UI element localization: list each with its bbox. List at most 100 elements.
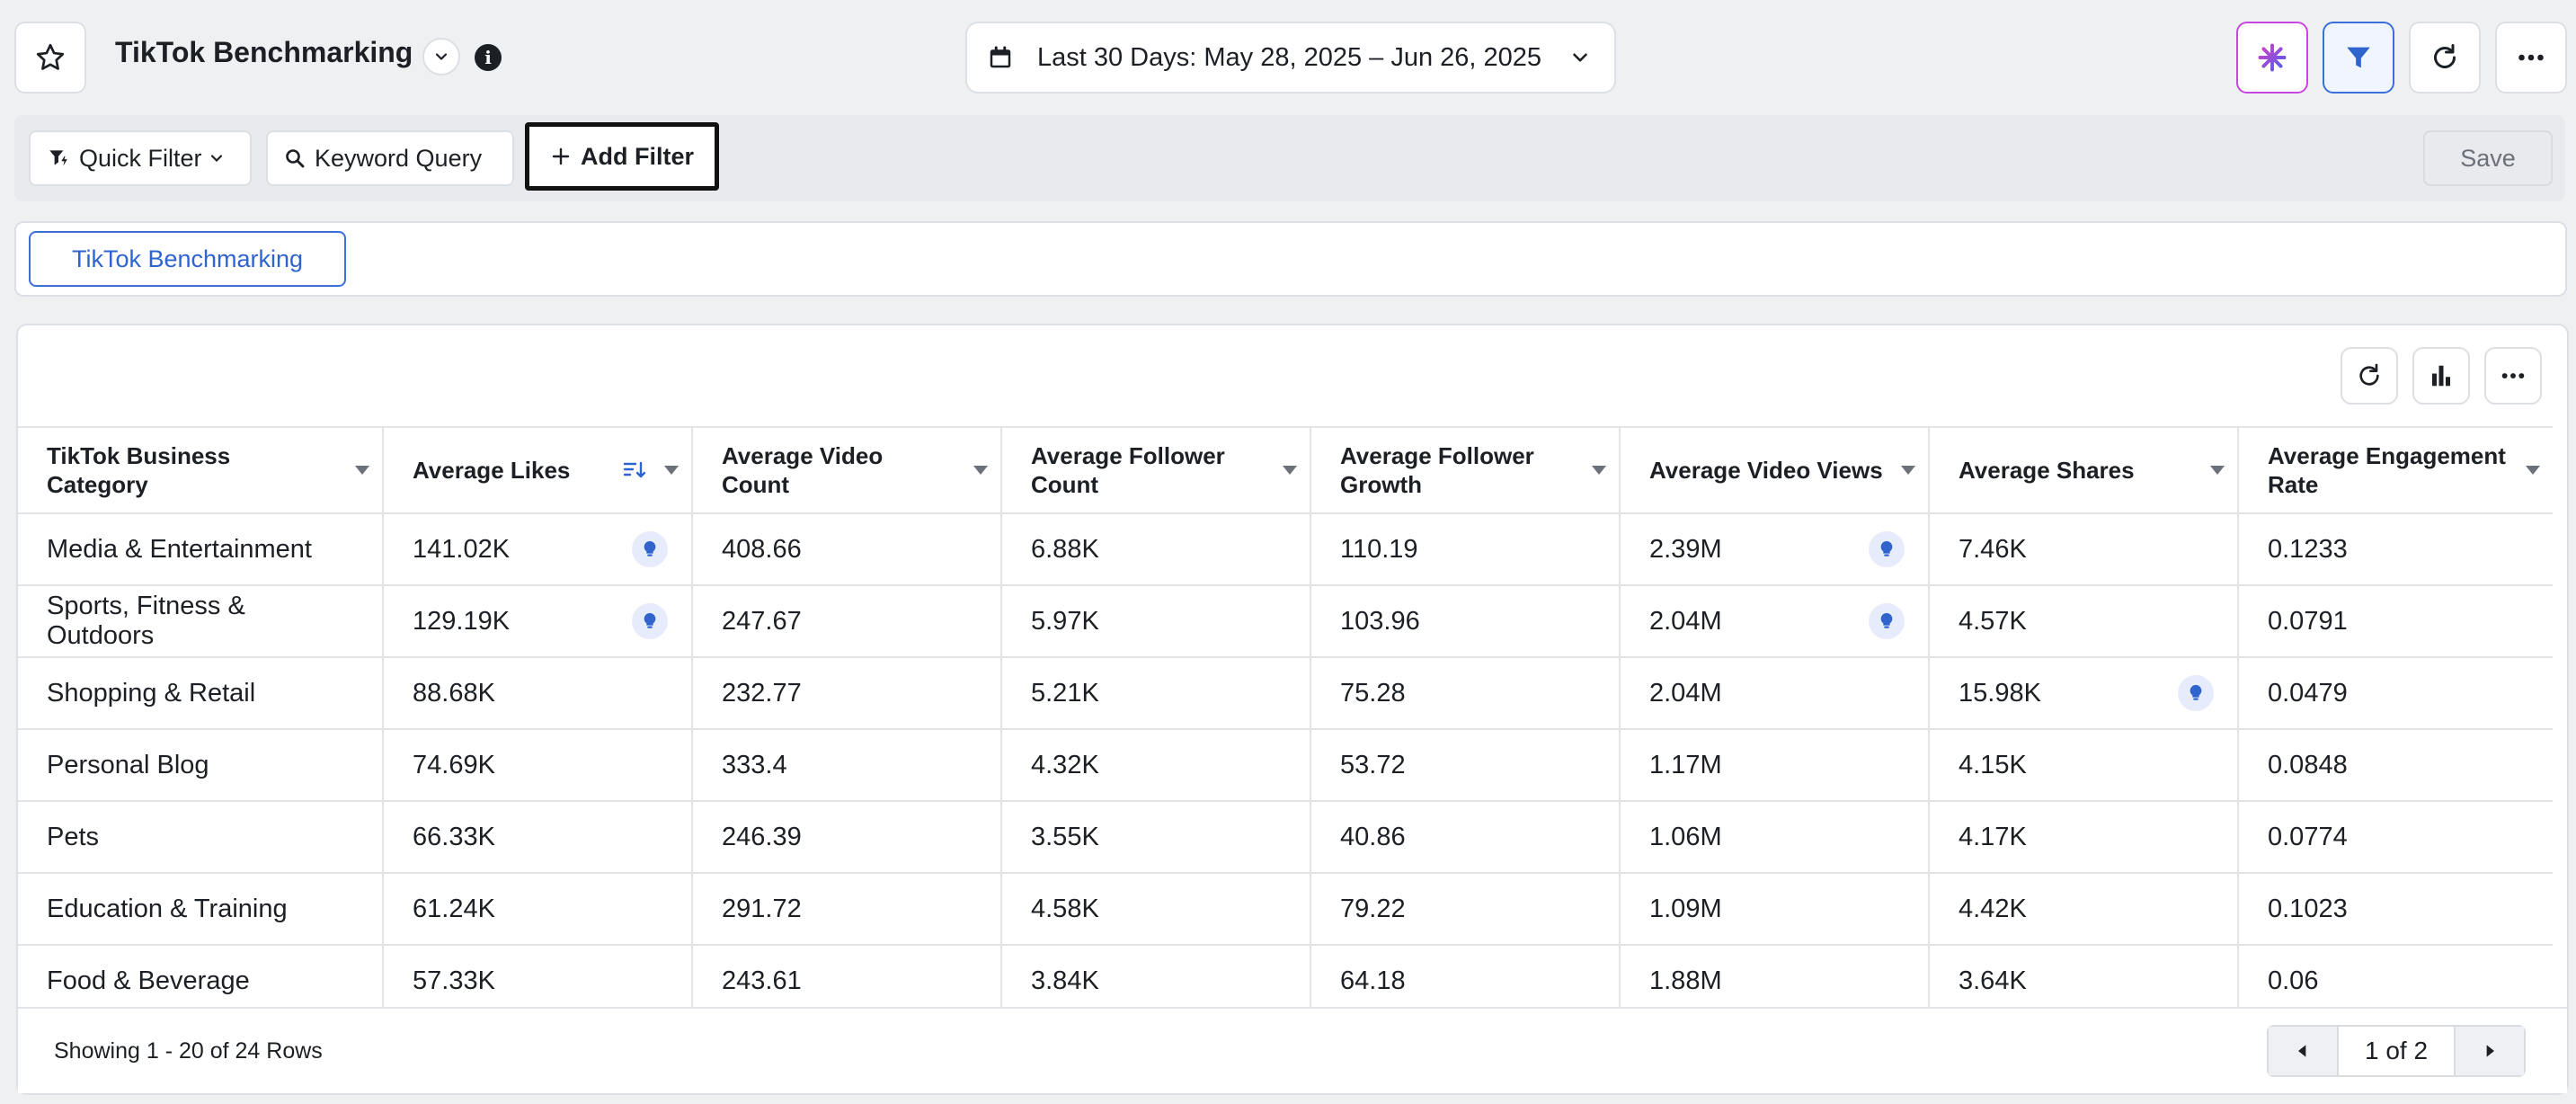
metric-cell[interactable]: 246.39	[691, 801, 1001, 874]
column-menu-icon[interactable]	[2526, 466, 2540, 475]
table-row[interactable]: Pets 66.33K 246.39 3.55K 40.86 1.06M 4.17K 0.07…	[18, 801, 2553, 874]
metric-cell[interactable]: 291.72	[691, 873, 1001, 946]
metric-cell[interactable]: 141.02K	[382, 513, 692, 586]
column-menu-icon[interactable]	[973, 466, 988, 475]
info-icon[interactable]: i	[475, 44, 502, 71]
ai-assistant-button[interactable]	[2236, 22, 2308, 93]
metric-cell[interactable]: 0.1233	[2237, 513, 2553, 586]
category-cell[interactable]: Sports, Fitness & Outdoors	[18, 585, 383, 658]
metric-cell[interactable]: 5.21K	[1000, 657, 1310, 730]
next-page-button[interactable]	[2456, 1027, 2524, 1075]
metric-cell[interactable]: 3.55K	[1000, 801, 1310, 874]
metric-cell[interactable]: 74.69K	[382, 729, 692, 802]
metric-cell[interactable]: 0.0774	[2237, 801, 2553, 874]
sort-icon[interactable]	[623, 459, 646, 481]
tab-tiktok-benchmarking[interactable]: TikTok Benchmarking	[29, 231, 346, 287]
more-options-button[interactable]	[2495, 22, 2567, 93]
category-cell[interactable]: Shopping & Retail	[18, 657, 383, 730]
metric-cell[interactable]: 15.98K	[1928, 657, 2238, 730]
column-header-average-video-count[interactable]: Average Video Count	[691, 426, 1001, 514]
metric-cell[interactable]: 232.77	[691, 657, 1001, 730]
metric-cell[interactable]: 57.33K	[382, 945, 692, 1018]
lightbulb-icon[interactable]	[632, 531, 668, 567]
column-menu-icon[interactable]	[355, 466, 369, 475]
metric-cell[interactable]: 103.96	[1310, 585, 1620, 658]
metric-cell[interactable]: 3.84K	[1000, 945, 1310, 1018]
column-menu-icon[interactable]	[2210, 466, 2225, 475]
title-dropdown-button[interactable]	[422, 38, 460, 76]
category-cell[interactable]: Pets	[18, 801, 383, 874]
metric-cell[interactable]: 1.09M	[1619, 873, 1929, 946]
metric-cell[interactable]: 4.17K	[1928, 801, 2238, 874]
metric-cell[interactable]: 4.42K	[1928, 873, 2238, 946]
metric-cell[interactable]: 1.17M	[1619, 729, 1929, 802]
metric-cell[interactable]: 4.32K	[1000, 729, 1310, 802]
table-row[interactable]: Sports, Fitness & Outdoors 129.19K 247.67 5…	[18, 585, 2553, 658]
metric-cell[interactable]: 333.4	[691, 729, 1001, 802]
metric-cell[interactable]: 0.0479	[2237, 657, 2553, 730]
column-header-average-engagement-rate[interactable]: Average Engagement Rate	[2237, 426, 2553, 514]
metric-cell[interactable]: 66.33K	[382, 801, 692, 874]
column-header-average-shares[interactable]: Average Shares	[1928, 426, 2238, 514]
metric-cell[interactable]: 0.1023	[2237, 873, 2553, 946]
metric-cell[interactable]: 5.97K	[1000, 585, 1310, 658]
column-header-average-likes[interactable]: Average Likes	[382, 426, 692, 514]
metric-cell[interactable]: 243.61	[691, 945, 1001, 1018]
metric-cell[interactable]: 88.68K	[382, 657, 692, 730]
favorite-button[interactable]	[14, 22, 86, 93]
add-filter-button[interactable]: Add Filter	[525, 122, 719, 191]
lightbulb-icon[interactable]	[2178, 675, 2214, 711]
metric-cell[interactable]: 2.39M	[1619, 513, 1929, 586]
metric-cell[interactable]: 7.46K	[1928, 513, 2238, 586]
metric-cell[interactable]: 2.04M	[1619, 657, 1929, 730]
widget-more-button[interactable]	[2484, 347, 2542, 405]
metric-cell[interactable]: 75.28	[1310, 657, 1620, 730]
column-menu-icon[interactable]	[1283, 466, 1297, 475]
category-cell[interactable]: Personal Blog	[18, 729, 383, 802]
widget-refresh-button[interactable]	[2341, 347, 2398, 405]
metric-cell[interactable]: 1.06M	[1619, 801, 1929, 874]
metric-cell[interactable]: 129.19K	[382, 585, 692, 658]
date-range-picker[interactable]: Last 30 Days: May 28, 2025 – Jun 26, 202…	[965, 22, 1616, 93]
table-row[interactable]: Media & Entertainment 141.02K 408.66 6.88K 1…	[18, 513, 2553, 586]
lightbulb-icon[interactable]	[1869, 603, 1905, 639]
table-row[interactable]: Food & Beverage 57.33K 243.61 3.84K 64.18 1.8…	[18, 945, 2553, 1018]
column-menu-icon[interactable]	[1901, 466, 1915, 475]
lightbulb-icon[interactable]	[632, 603, 668, 639]
table-row[interactable]: Shopping & Retail 88.68K 232.77 5.21K 75.28 2…	[18, 657, 2553, 730]
metric-cell[interactable]: 1.88M	[1619, 945, 1929, 1018]
column-menu-icon[interactable]	[1592, 466, 1606, 475]
metric-cell[interactable]: 0.06	[2237, 945, 2553, 1018]
metric-cell[interactable]: 4.15K	[1928, 729, 2238, 802]
quick-filter-button[interactable]: Quick Filter	[29, 130, 252, 186]
category-cell[interactable]: Media & Entertainment	[18, 513, 383, 586]
refresh-button[interactable]	[2409, 22, 2481, 93]
widget-chart-type-button[interactable]	[2412, 347, 2470, 405]
metric-cell[interactable]: 247.67	[691, 585, 1001, 658]
metric-cell[interactable]: 61.24K	[382, 873, 692, 946]
metric-cell[interactable]: 110.19	[1310, 513, 1620, 586]
metric-cell[interactable]: 79.22	[1310, 873, 1620, 946]
column-header-category[interactable]: TikTok Business Category	[18, 426, 383, 514]
table-row[interactable]: Education & Training 61.24K 291.72 4.58K 79.…	[18, 873, 2553, 946]
lightbulb-icon[interactable]	[1869, 531, 1905, 567]
save-button[interactable]: Save	[2423, 130, 2553, 186]
metric-cell[interactable]: 53.72	[1310, 729, 1620, 802]
column-header-average-follower-growth[interactable]: Average Follower Growth	[1310, 426, 1620, 514]
metric-cell[interactable]: 3.64K	[1928, 945, 2238, 1018]
metric-cell[interactable]: 408.66	[691, 513, 1001, 586]
metric-cell[interactable]: 64.18	[1310, 945, 1620, 1018]
column-header-average-video-views[interactable]: Average Video Views	[1619, 426, 1929, 514]
metric-cell[interactable]: 40.86	[1310, 801, 1620, 874]
metric-cell[interactable]: 6.88K	[1000, 513, 1310, 586]
filter-toggle-button[interactable]	[2323, 22, 2394, 93]
keyword-query-button[interactable]: Keyword Query	[266, 130, 514, 186]
metric-cell[interactable]: 0.0791	[2237, 585, 2553, 658]
category-cell[interactable]: Food & Beverage	[18, 945, 383, 1018]
metric-cell[interactable]: 0.0848	[2237, 729, 2553, 802]
metric-cell[interactable]: 2.04M	[1619, 585, 1929, 658]
prev-page-button[interactable]	[2269, 1027, 2337, 1075]
column-menu-icon[interactable]	[664, 466, 679, 475]
metric-cell[interactable]: 4.57K	[1928, 585, 2238, 658]
table-row[interactable]: Personal Blog 74.69K 333.4 4.32K 53.72 1.17M 4…	[18, 729, 2553, 802]
